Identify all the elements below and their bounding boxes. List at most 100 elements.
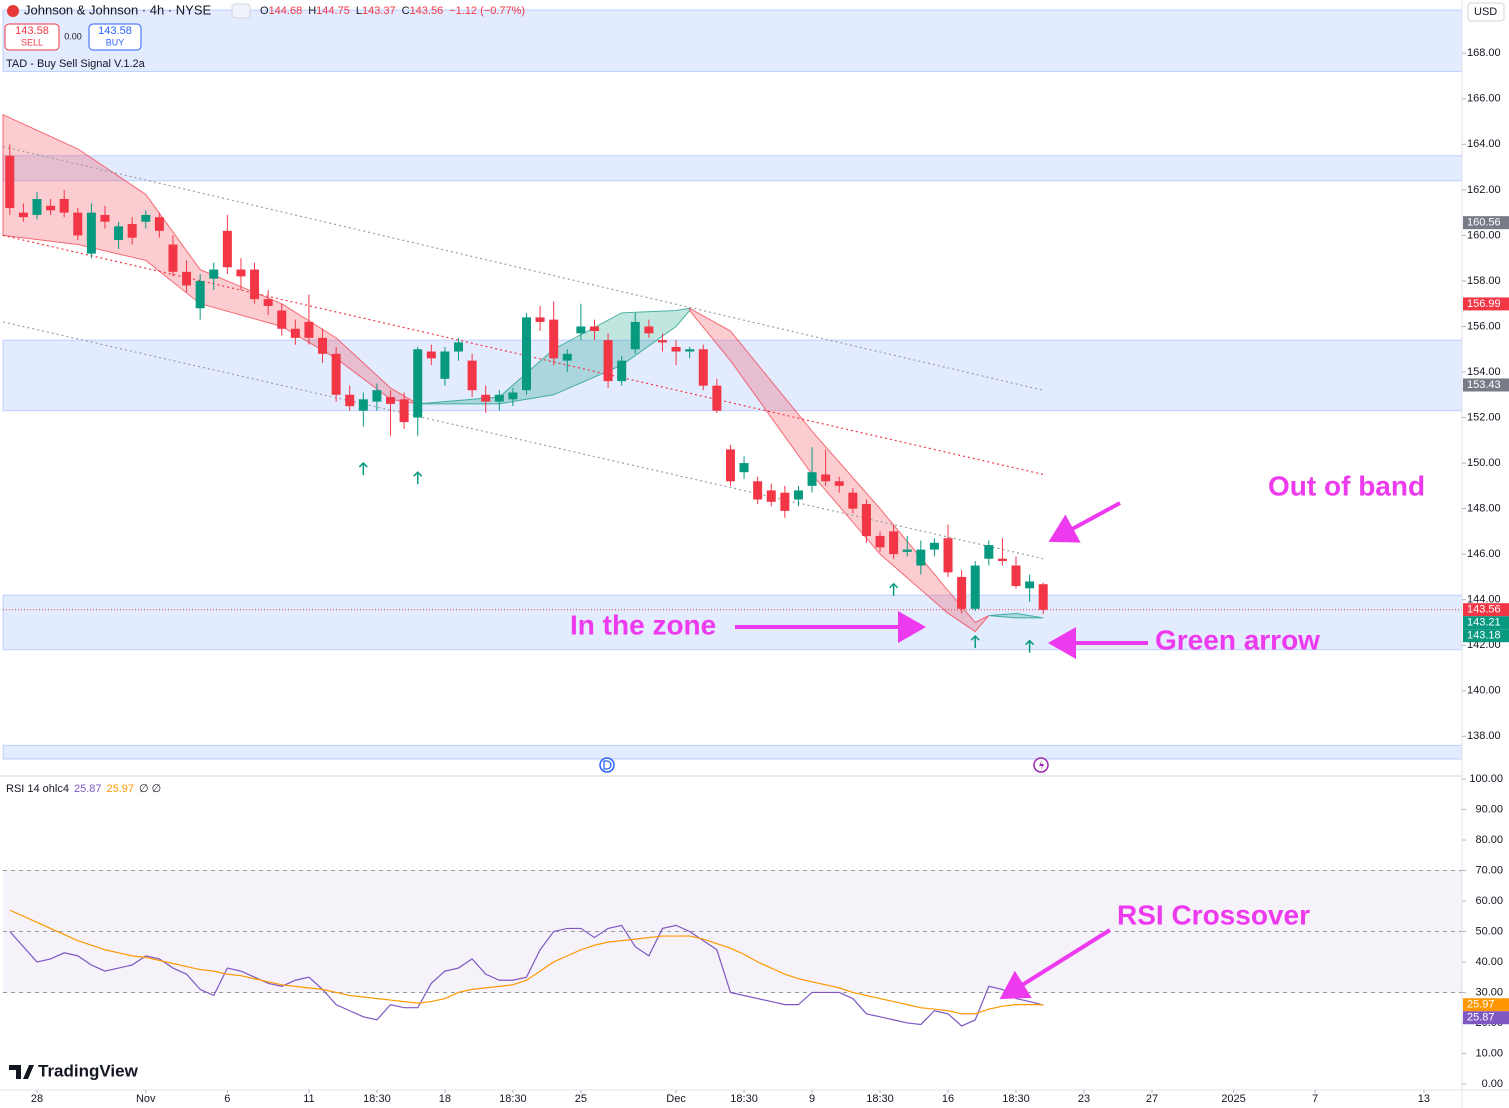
sell-label: SELL	[21, 37, 43, 47]
candle-body	[141, 214, 151, 222]
event-glyph	[1039, 760, 1044, 770]
y-tick-label: 150.00	[1467, 457, 1501, 469]
candle-body	[957, 576, 967, 609]
spread: 0.00	[64, 31, 82, 41]
candle-body	[997, 558, 1007, 561]
zone	[2, 155, 1463, 182]
annotation: RSI Crossover	[1117, 899, 1310, 930]
candle-body	[984, 545, 994, 559]
price-label: 143.21	[1467, 617, 1501, 629]
price-label-box	[1463, 378, 1509, 392]
candle-body	[73, 212, 83, 236]
annotations: Out of band In the zone Green arrow RSI …	[570, 470, 1425, 1000]
candle-body	[793, 490, 803, 500]
y-tick-label: 100.00	[1469, 773, 1503, 785]
ohlc-value: 144.68	[269, 5, 303, 17]
candle-body	[32, 198, 42, 215]
ribbon	[988, 612, 1044, 619]
candle-body	[454, 342, 464, 352]
candle-body	[589, 326, 599, 332]
candle-body	[617, 360, 627, 382]
price-label: 25.97	[1467, 999, 1495, 1011]
candle-body	[494, 394, 504, 402]
symbol: Johnson & Johnson · 4h · NYSE	[24, 2, 211, 17]
x-tick-label: 13	[1418, 1093, 1430, 1105]
candle-body	[331, 353, 341, 395]
candle-body	[59, 198, 69, 213]
buy-label: BUY	[106, 37, 125, 47]
x-tick-label: 25	[575, 1093, 587, 1105]
x-tick-label: 18	[439, 1093, 451, 1105]
ohlc-value: 144.75	[316, 5, 350, 17]
candle-body	[168, 244, 178, 272]
x-tick-label: Dec	[666, 1093, 686, 1105]
price-label-box	[1463, 629, 1509, 643]
candle-body	[916, 549, 926, 566]
zone	[2, 594, 1463, 651]
candle-body	[1025, 581, 1035, 589]
buy-button[interactable]	[88, 23, 142, 51]
legend-label: RSI 14 ohlc4	[6, 783, 69, 795]
candle-body	[277, 310, 287, 329]
x-tick-label: 2025	[1221, 1093, 1245, 1105]
signal-arrow	[1025, 639, 1035, 653]
x-tick-label: 7	[1312, 1093, 1318, 1105]
legend-value: 25.87	[74, 783, 102, 795]
price-label: 143.18	[1467, 630, 1501, 642]
price-label-box	[1463, 616, 1509, 630]
legend-value: 25.97	[107, 783, 135, 795]
candle-body	[114, 226, 124, 240]
price-label-box	[1463, 216, 1509, 230]
rsi-line	[9, 909, 1044, 1015]
y-tick-label: 80.00	[1475, 834, 1503, 846]
y-tick-label: 162.00	[1467, 184, 1501, 196]
candle-body	[943, 538, 953, 573]
ohlc-value: 143.37	[362, 5, 396, 17]
compare-icon[interactable]	[231, 3, 251, 19]
candle-body	[154, 217, 164, 231]
annotation: Green arrow	[1155, 624, 1320, 655]
ribbon	[689, 307, 990, 633]
y-tick-label: 144.00	[1467, 594, 1501, 606]
event-markers	[599, 757, 1049, 773]
sell-button[interactable]	[4, 23, 60, 51]
candle-body	[5, 155, 15, 209]
candle-body	[46, 205, 56, 211]
candle-body	[250, 269, 260, 300]
candle-body	[372, 390, 382, 402]
y-tick-label: 30.00	[1475, 986, 1503, 998]
currency-button[interactable]	[1467, 2, 1505, 22]
annotation: Out of band	[1268, 470, 1425, 501]
legend-extra: ∅ ∅	[139, 783, 161, 795]
candle-body	[671, 346, 681, 352]
trend-line	[2, 146, 1044, 391]
candle-body	[807, 472, 817, 486]
candle-body	[304, 321, 314, 338]
rsi-line	[9, 924, 1044, 1027]
candle-body	[222, 230, 232, 268]
candle-body	[521, 317, 531, 391]
candle-body	[195, 280, 205, 309]
x-tick-label: Nov	[136, 1093, 156, 1105]
price-label: 156.99	[1467, 298, 1501, 310]
candle-body	[182, 271, 192, 286]
y-tick-label: 146.00	[1467, 548, 1501, 560]
branding: TradingView	[9, 1061, 139, 1080]
price-label-box	[1463, 998, 1509, 1012]
candle-body	[562, 353, 572, 361]
y-tick-label: 10.00	[1475, 1047, 1503, 1059]
dividend-glyph	[603, 760, 612, 770]
ohlc-key: C	[402, 5, 410, 17]
x-tick-label: 9	[809, 1093, 815, 1105]
candle-body	[440, 351, 450, 379]
dividend-marker[interactable]	[599, 757, 615, 773]
candle-body	[100, 214, 110, 222]
brand-name: TradingView	[38, 1061, 139, 1080]
candle-body	[821, 474, 831, 482]
candle-body	[18, 212, 28, 218]
candle-body	[698, 349, 708, 386]
candle-body	[358, 399, 368, 411]
